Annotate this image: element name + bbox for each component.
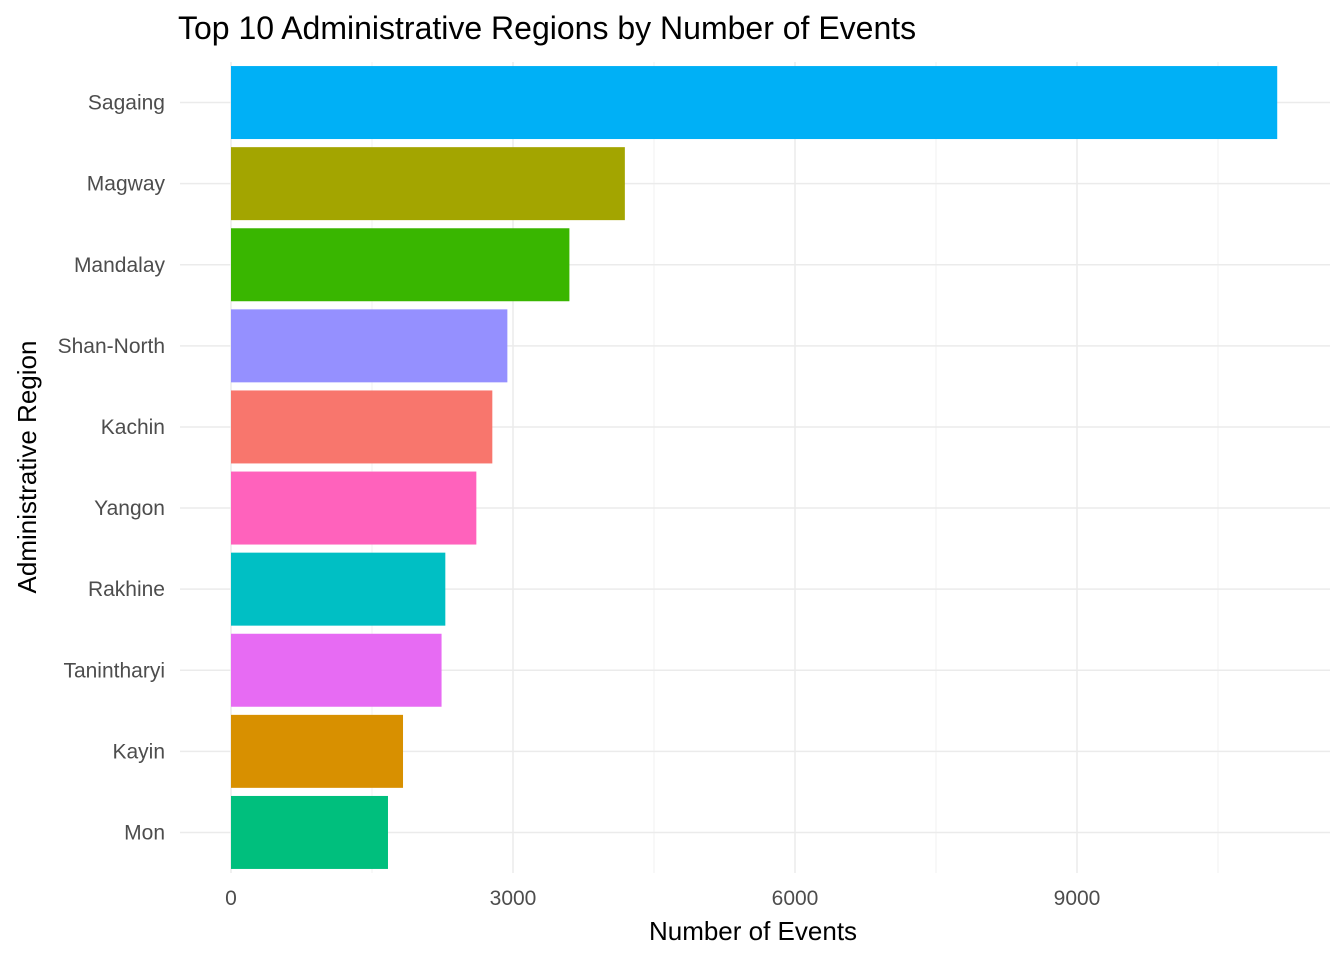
y-axis-title: Administrative Region	[12, 341, 42, 594]
y-tick-label: Sagaing	[88, 92, 165, 115]
bar-magway	[231, 147, 625, 221]
x-tick-label: 0	[225, 887, 237, 910]
bar-mandalay	[231, 228, 570, 302]
y-tick-label: Shan-North	[58, 335, 165, 358]
bar-shan-north	[231, 309, 508, 383]
bar-mon	[231, 795, 388, 869]
y-tick-labels: Sagaing Magway Mandalay Shan-North Kachin Yan…	[58, 92, 166, 845]
bar-rakhine	[231, 552, 446, 626]
x-axis-title: Number of Events	[649, 916, 857, 946]
bar-kachin	[231, 390, 493, 464]
y-tick-label: Yangon	[94, 497, 165, 520]
y-tick-label: Mandalay	[74, 254, 166, 277]
x-tick-labels: 0 3000 6000 9000	[225, 887, 1100, 910]
y-tick-label: Kayin	[112, 740, 165, 763]
bar-tanintharyi	[231, 633, 442, 707]
y-tick-label: Magway	[87, 173, 166, 196]
x-tick-label: 3000	[490, 887, 537, 910]
y-tick-label: Mon	[124, 821, 165, 844]
y-tick-label: Rakhine	[88, 578, 165, 601]
x-tick-label: 9000	[1054, 887, 1101, 910]
x-tick-label: 6000	[772, 887, 819, 910]
bar-kayin	[231, 714, 404, 788]
y-tick-label: Tanintharyi	[63, 659, 165, 682]
chart-title: Top 10 Administrative Regions by Number …	[178, 10, 917, 46]
y-tick-label: Kachin	[101, 416, 165, 439]
bar-sagaing	[231, 66, 1278, 140]
bars	[231, 66, 1278, 869]
bar-yangon	[231, 471, 477, 545]
